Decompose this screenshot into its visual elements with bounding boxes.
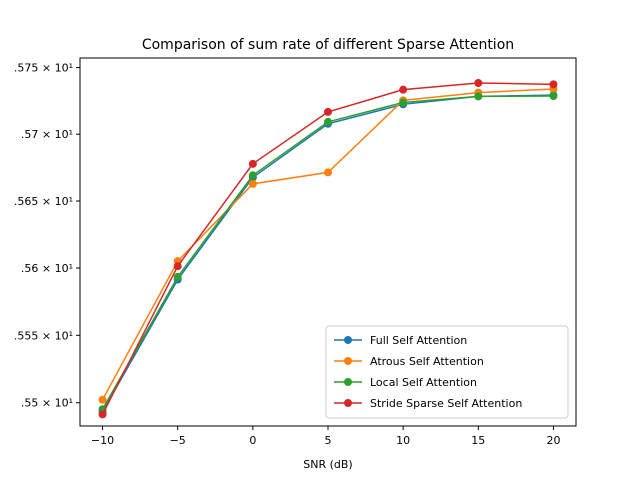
legend-item: Atrous Self Attention	[334, 355, 484, 368]
y-tick-label: .575 × 10¹	[14, 62, 73, 75]
data-point	[248, 159, 257, 168]
data-point	[324, 117, 332, 126]
x-tick-label: 20	[546, 434, 560, 447]
x-tick-label: 15	[471, 434, 485, 447]
data-point	[399, 98, 408, 107]
legend-label: Stride Sparse Self Attention	[370, 397, 522, 410]
data-point	[248, 171, 257, 180]
legend-label: Atrous Self Attention	[370, 355, 484, 368]
legend-item: Full Self Attention	[334, 334, 467, 347]
legend-marker	[344, 378, 352, 386]
data-point	[173, 262, 182, 271]
y-tick-label: .56 × 10¹	[21, 262, 73, 275]
legend-box	[325, 325, 569, 419]
legend-item: Local Self Attention	[334, 376, 477, 389]
legend: Full Self Attention Atrous Self Attention…	[325, 325, 569, 419]
x-axis-ticks: −10 −5 0 5 10 15 20	[91, 426, 560, 447]
data-point	[474, 92, 483, 101]
legend-label: Local Self Attention	[370, 376, 477, 389]
y-axis-ticks: .55 × 10¹ .555 × 10¹ .56 × 10¹ .565 × 10¹ .5…	[14, 62, 80, 410]
y-tick-label: .57 × 10¹	[21, 128, 73, 141]
axes-frame	[79, 57, 577, 427]
x-tick-label: −10	[91, 434, 114, 447]
x-axis-label: SNR (dB)	[303, 458, 352, 471]
y-tick-label: .555 × 10¹	[14, 329, 73, 342]
data-point	[324, 107, 332, 116]
legend-item: Stride Sparse Self Attention	[334, 397, 522, 410]
x-tick-label: 0	[249, 434, 256, 447]
x-tick-label: 5	[325, 434, 332, 447]
data-point	[549, 92, 558, 101]
y-tick-label: .565 × 10¹	[14, 195, 73, 208]
legend-marker	[344, 336, 352, 344]
data-point	[474, 79, 483, 88]
x-tick-label: −5	[170, 434, 186, 447]
data-point	[399, 85, 408, 94]
data-point	[324, 168, 332, 177]
data-point	[173, 272, 182, 281]
legend-marker	[344, 399, 352, 407]
chart-title: Comparison of sum rate of different Spar…	[142, 37, 514, 53]
data-point	[549, 80, 558, 89]
legend-marker	[344, 357, 352, 365]
data-point	[248, 179, 257, 188]
series-layer	[98, 79, 558, 419]
y-tick-label: .55 × 10¹	[21, 397, 73, 410]
legend-label: Full Self Attention	[370, 334, 467, 347]
data-point	[98, 410, 107, 419]
x-tick-label: 10	[396, 434, 410, 447]
data-point	[98, 395, 107, 404]
series-4	[98, 79, 558, 419]
